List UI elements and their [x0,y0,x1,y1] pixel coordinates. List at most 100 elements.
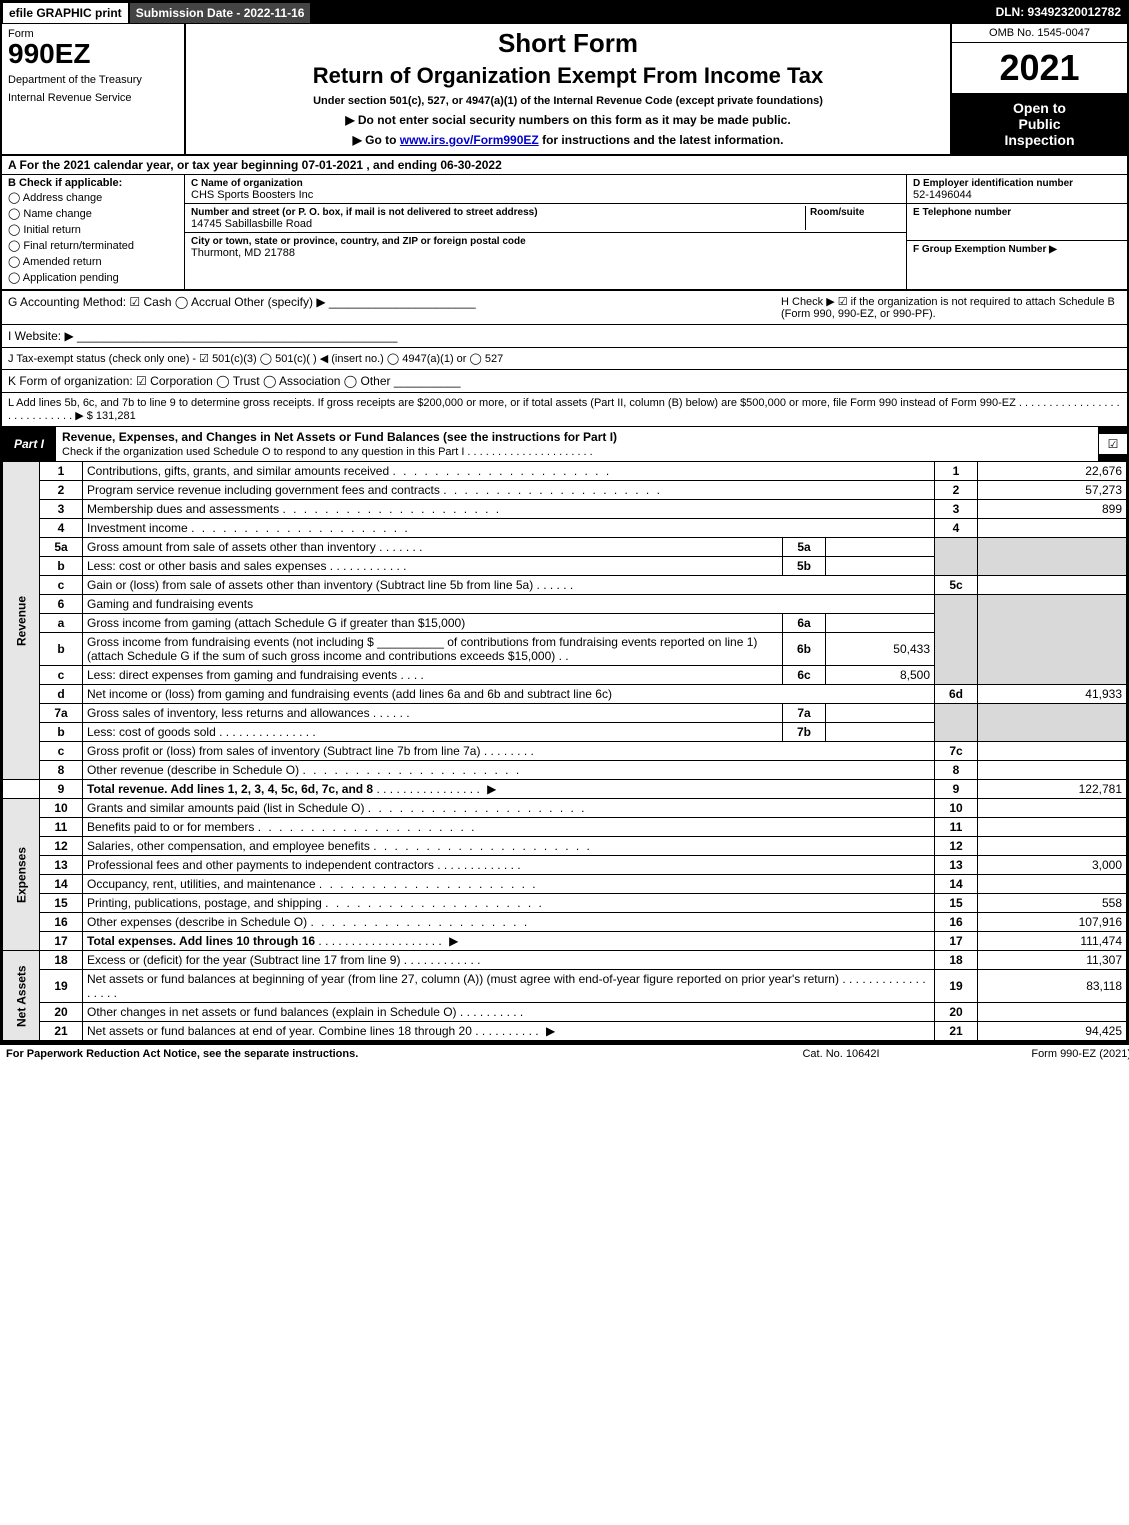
line-8-num: 8 [935,761,978,780]
shade-7 [935,704,978,742]
line-6a-mid [826,614,935,633]
line-9-desc: Total revenue. Add lines 1, 2, 3, 4, 5c,… [83,780,935,799]
line-17-amt: 111,474 [978,932,1127,951]
cb-application-pending[interactable]: ◯ Application pending [8,271,178,285]
line-6b-mid: 50,433 [826,633,935,666]
box-d: D Employer identification number 52-1496… [907,175,1127,204]
cb-name-change[interactable]: ◯ Name change [8,207,178,221]
line-6d-desc: Net income or (loss) from gaming and fun… [83,685,935,704]
line-5b-desc: Less: cost or other basis and sales expe… [83,557,783,576]
line-7c-desc: Gross profit or (loss) from sales of inv… [83,742,935,761]
line-3-num: 3 [935,500,978,519]
line-15-desc: Printing, publications, postage, and shi… [83,894,935,913]
line-6d-amt: 41,933 [978,685,1127,704]
line-5b-mid [826,557,935,576]
line-8-no: 8 [40,761,83,780]
cb-final-return[interactable]: ◯ Final return/terminated [8,239,178,253]
part1-title-text: Revenue, Expenses, and Changes in Net As… [62,430,617,444]
line-6b-no: b [40,633,83,666]
box-c-name: C Name of organization CHS Sports Booste… [185,175,906,204]
line-6-no: 6 [40,595,83,614]
box-c-name-label: C Name of organization [191,178,303,189]
line-7b-desc: Less: cost of goods sold . . . . . . . .… [83,723,783,742]
line-18-no: 18 [40,951,83,970]
line-11-no: 11 [40,818,83,837]
line-10-no: 10 [40,799,83,818]
line-10-desc: Grants and similar amounts paid (list in… [83,799,935,818]
under-section: Under section 501(c), 527, or 4947(a)(1)… [192,95,944,107]
line-4-num: 4 [935,519,978,538]
efile-print-button[interactable]: efile GRAPHIC print [2,2,129,24]
line-7a-no: 7a [40,704,83,723]
cb-amended-return[interactable]: ◯ Amended return [8,255,178,269]
line-12-num: 12 [935,837,978,856]
line-19-num: 19 [935,970,978,1003]
line-5a-mid [826,538,935,557]
line-5b-num: 5b [783,557,826,576]
line-15-num: 15 [935,894,978,913]
line-20-num: 20 [935,1003,978,1022]
box-d-label: D Employer identification number [913,178,1073,189]
line-6d-no: d [40,685,83,704]
cb-initial-return[interactable]: ◯ Initial return [8,223,178,237]
cb-application-pending-label: Application pending [23,272,119,284]
page-footer: For Paperwork Reduction Act Notice, see … [0,1043,1129,1063]
line-17-desc: Total expenses. Add lines 10 through 16 … [83,932,935,951]
box-de: D Employer identification number 52-1496… [906,175,1127,289]
line-5b-no: b [40,557,83,576]
line-19-no: 19 [40,970,83,1003]
line-1-no: 1 [40,462,83,481]
box-c: C Name of organization CHS Sports Booste… [185,175,906,289]
line-6c-no: c [40,666,83,685]
schedule-b-check: H Check ▶ ☑ if the organization is not r… [775,291,1127,324]
line-16-desc: Other expenses (describe in Schedule O) [83,913,935,932]
org-name: CHS Sports Boosters Inc [191,189,313,201]
open-line3: Inspection [952,132,1127,148]
line-16-no: 16 [40,913,83,932]
line-5c-amt [978,576,1127,595]
line-9-no: 9 [40,780,83,799]
line-7a-mid [826,704,935,723]
row-a-taxyear: A For the 2021 calendar year, or tax yea… [2,156,1127,175]
line-6a-no: a [40,614,83,633]
part1-check[interactable]: ☑ [1098,434,1127,454]
footer-formref: Form 990-EZ (2021) [931,1048,1129,1060]
line-6c-mid: 8,500 [826,666,935,685]
line-18-amt: 11,307 [978,951,1127,970]
box-c-street-label: Number and street (or P. O. box, if mail… [191,207,538,218]
topbar: efile GRAPHIC print Submission Date - 20… [2,2,1127,24]
line-6b-num: 6b [783,633,826,666]
org-street: 14745 Sabillasbille Road [191,218,312,230]
line-21-amt: 94,425 [978,1022,1127,1041]
box-b-title: B Check if applicable: [8,177,178,189]
line-19-desc: Net assets or fund balances at beginning… [83,970,935,1003]
org-city: Thurmont, MD 21788 [191,247,295,259]
box-f: F Group Exemption Number ▶ [907,241,1127,277]
line-17-no: 17 [40,932,83,951]
line-5c-num: 5c [935,576,978,595]
shade-5 [935,538,978,576]
header-center: Short Form Return of Organization Exempt… [186,24,950,154]
row-j-taxexempt: J Tax-exempt status (check only one) - ☑… [2,348,1127,370]
line-16-amt: 107,916 [978,913,1127,932]
dept-treasury: Department of the Treasury [8,74,178,86]
ein: 52-1496044 [913,189,972,201]
note-link: ▶ Go to www.irs.gov/Form990EZ for instru… [192,133,944,147]
line-12-no: 12 [40,837,83,856]
line-5c-desc: Gain or (loss) from sale of assets other… [83,576,935,595]
box-c-room-label: Room/suite [810,207,864,218]
box-e: E Telephone number [907,204,1127,241]
line-2-no: 2 [40,481,83,500]
box-c-city-label: City or town, state or province, country… [191,236,526,247]
open-to-public: Open to Public Inspection [952,94,1127,154]
irs-link[interactable]: www.irs.gov/Form990EZ [400,133,539,147]
part1-subtitle: Check if the organization used Schedule … [62,446,593,458]
line-13-amt: 3,000 [978,856,1127,875]
shade-7b [978,704,1127,742]
cb-address-change[interactable]: ◯ Address change [8,191,178,205]
line-13-no: 13 [40,856,83,875]
line-8-amt [978,761,1127,780]
line-5c-no: c [40,576,83,595]
line-20-desc: Other changes in net assets or fund bala… [83,1003,935,1022]
line-6b-pre: Gross income from fundraising events (no… [87,635,377,649]
